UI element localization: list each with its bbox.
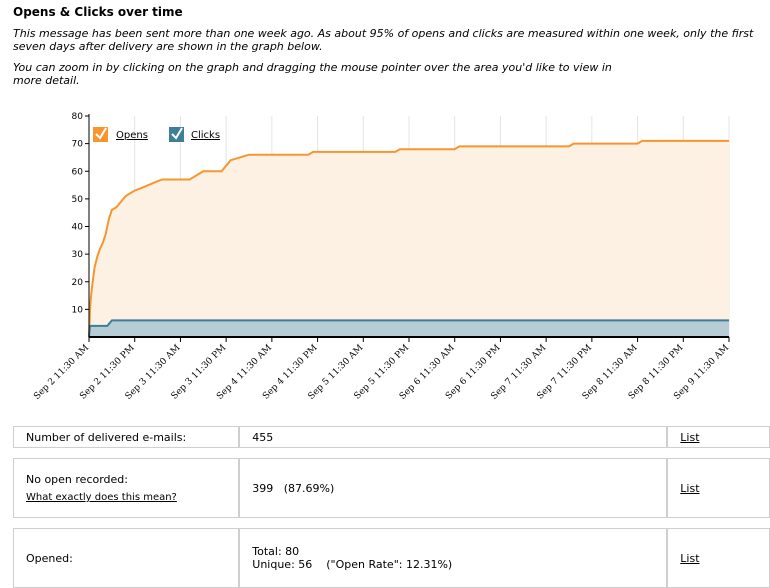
y-tick-label: 30 <box>72 250 84 260</box>
opened-list-link[interactable]: List <box>680 551 700 565</box>
table-row: Number of delivered e-mails: 455 List <box>13 426 770 448</box>
opened-unique: Unique: 56 ("Open Rate": 12.31%) <box>252 558 453 571</box>
y-tick-label: 10 <box>72 305 84 315</box>
stats-table: Number of delivered e-mails: 455 List No… <box>13 426 770 588</box>
table-row: No open recorded: What exactly does this… <box>13 458 770 518</box>
opened-label: Opened: <box>13 528 240 588</box>
y-tick-label: 60 <box>72 167 84 177</box>
no-open-value: 399 (87.69%) <box>239 458 668 518</box>
delivered-value: 455 <box>239 426 668 448</box>
legend-label-opens[interactable]: Opens <box>116 130 148 141</box>
y-tick-label: 70 <box>72 140 84 150</box>
delivered-list-link[interactable]: List <box>680 430 700 444</box>
series-line-opens <box>88 139 729 338</box>
y-tick-label: 20 <box>72 278 84 288</box>
no-open-list-link[interactable]: List <box>680 481 700 495</box>
legend-item-clicks[interactable]: Clicks <box>169 127 220 142</box>
y-tick-label: 50 <box>72 195 84 205</box>
series-area-opens <box>89 140 729 337</box>
series-area-clicks <box>89 320 729 337</box>
no-open-label: No open recorded: <box>26 473 128 486</box>
check-icon <box>95 127 107 140</box>
legend-label-clicks[interactable]: Clicks <box>191 130 220 141</box>
chart-legend: Opens Clicks <box>93 127 220 142</box>
check-icon <box>171 127 183 140</box>
legend-item-opens[interactable]: Opens <box>93 127 148 142</box>
intro-text: This message has been sent more than one… <box>13 27 754 53</box>
table-row: Opened: Total: 80 Unique: 56 ("Open Rate… <box>13 528 770 588</box>
opened-total: Total: 80 <box>252 545 300 558</box>
page-title: Opens & Clicks over time <box>13 5 183 19</box>
y-tick-label: 80 <box>72 112 84 122</box>
zoom-hint-text: You can zoom in by clicking on the graph… <box>13 61 612 87</box>
no-open-help-link[interactable]: What exactly does this mean? <box>26 492 177 503</box>
y-tick-label: 40 <box>72 223 84 233</box>
series-line-clicks <box>88 319 729 338</box>
delivered-label: Number of delivered e-mails: <box>13 426 240 448</box>
